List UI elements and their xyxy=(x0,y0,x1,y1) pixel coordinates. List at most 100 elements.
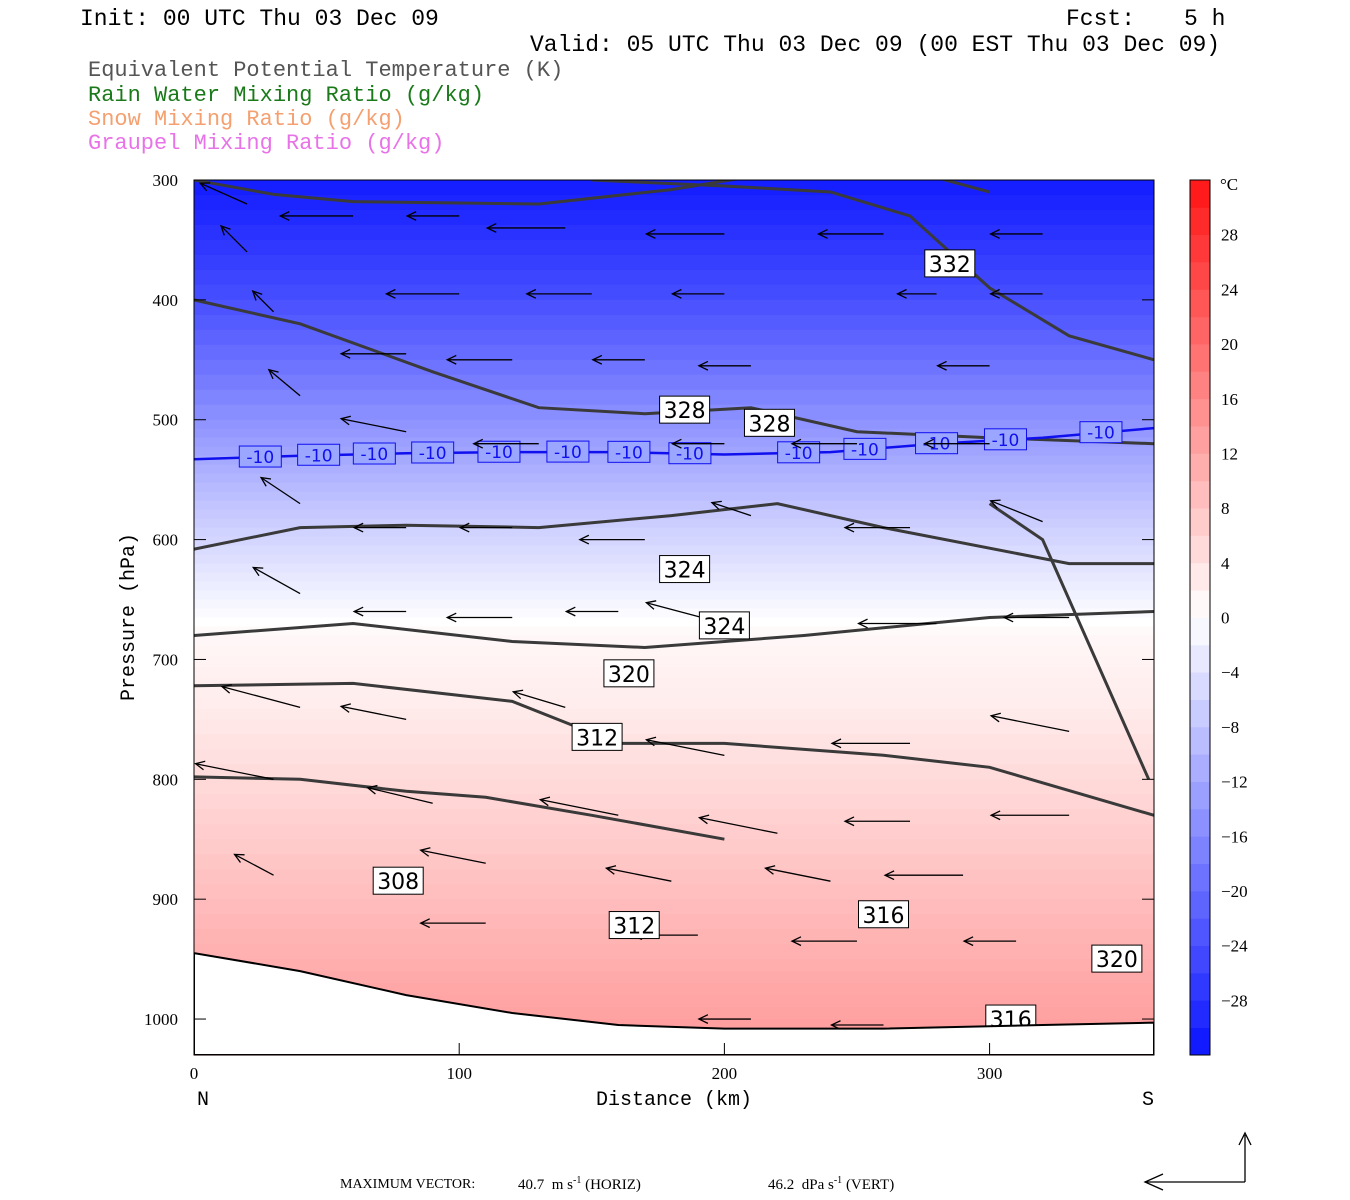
colorbar-band xyxy=(1190,426,1210,454)
colorbar-band xyxy=(1190,590,1210,618)
wind-vector xyxy=(765,867,831,882)
wind-vector-head xyxy=(697,360,709,371)
theta-e-label: 320 xyxy=(1091,944,1143,973)
wind-vector-head xyxy=(989,229,1000,239)
isotherm-m10-label-box xyxy=(607,440,651,463)
isotherm-m10-label-text: -10 xyxy=(485,443,513,463)
colorbar-band xyxy=(1190,289,1210,318)
wind-vector-head xyxy=(604,865,617,875)
wind-vector xyxy=(234,853,274,876)
temp-band xyxy=(194,635,1154,647)
colorbar-tick-label: 12 xyxy=(1221,444,1238,463)
colorbar-band xyxy=(1190,972,1210,1001)
y-tick-label: 600 xyxy=(153,531,179,550)
isotherm-m10-label: -10 xyxy=(668,442,712,465)
theta-e-label-box xyxy=(372,866,424,895)
colorbar-band xyxy=(1190,453,1210,482)
temp-band xyxy=(194,590,1154,601)
isotherm-m10-label-text: -10 xyxy=(305,446,333,466)
isotherm-m10-label-text: -10 xyxy=(923,435,951,455)
colorbar-unit: °C xyxy=(1220,175,1238,194)
temp-band xyxy=(194,536,1154,547)
y-tick-label: 400 xyxy=(153,291,179,310)
theta-e-label: 316 xyxy=(858,900,910,929)
colorbar-band xyxy=(1190,644,1210,673)
colorbar-tick-label: −28 xyxy=(1221,991,1248,1010)
wind-vector xyxy=(199,182,248,205)
wind-vector-head xyxy=(485,223,497,233)
colorbar-tick-label: −12 xyxy=(1221,773,1248,792)
isotherm-m10-label: -10 xyxy=(983,428,1027,451)
temp-band xyxy=(194,224,1154,241)
isotherm-m10-label-box xyxy=(546,440,590,463)
colorbar-band xyxy=(1190,863,1210,892)
temp-band xyxy=(194,269,1154,286)
wind-vector-head xyxy=(989,288,1000,299)
y-tick-label: 900 xyxy=(153,890,179,909)
temp-band xyxy=(194,239,1154,256)
x-tick-label: 0 xyxy=(190,1064,199,1083)
colorbar-band xyxy=(1190,890,1210,919)
wind-vector-head xyxy=(233,853,245,863)
isotherm-m10-label-text: -10 xyxy=(419,444,447,464)
wind-vector-head xyxy=(445,612,457,623)
theta-e-label-box xyxy=(858,900,910,929)
wind-vector-head xyxy=(710,500,722,511)
wind-vector-head xyxy=(384,288,396,299)
theta-e-label: 312 xyxy=(571,722,623,751)
temp-band xyxy=(194,656,1154,668)
colorbar-band xyxy=(1190,699,1210,728)
temp-band xyxy=(194,491,1154,502)
theta-e-contour xyxy=(988,502,1151,780)
wind-vector xyxy=(513,691,566,709)
wind-vector-head xyxy=(644,600,657,610)
wind-vector-head xyxy=(896,288,907,299)
isotherm-m10-label: -10 xyxy=(238,445,282,468)
wind-vector-head xyxy=(843,522,855,533)
isotherm-m10-label-text: -10 xyxy=(851,440,879,460)
theta-e-label-text: 332 xyxy=(929,253,971,278)
theta-e-label-box xyxy=(603,659,655,688)
wind-vector-head xyxy=(538,796,551,807)
colorbar-tick-label: −8 xyxy=(1221,718,1239,737)
theta-e-label-box xyxy=(659,395,711,424)
temp-band xyxy=(194,959,1154,972)
temp-band xyxy=(194,500,1154,511)
colorbar-tick-label: −24 xyxy=(1221,937,1248,956)
colorbar-band xyxy=(1190,617,1210,646)
isotherm-m10-label-box xyxy=(777,441,821,464)
temp-band xyxy=(194,254,1154,271)
x-tick-label: 100 xyxy=(446,1064,472,1083)
max-vector-vert: 46.2 dPa s-1 (VERT) xyxy=(768,1175,895,1193)
wind-vector-head xyxy=(251,566,264,577)
colorbar-band xyxy=(1190,562,1210,591)
isotherm-m10-label-text: -10 xyxy=(360,445,388,465)
temp-band xyxy=(194,687,1154,700)
right-end-label: S xyxy=(1142,1089,1154,1112)
terrain xyxy=(194,952,1154,1055)
wind-vector-head xyxy=(339,348,351,359)
temp-band xyxy=(194,359,1154,376)
colorbar-tick-label: 16 xyxy=(1221,390,1238,409)
isotherm-m10-label-box xyxy=(297,443,341,466)
colorbar-band xyxy=(1190,1027,1210,1056)
theta-e-contour xyxy=(194,502,1154,566)
isotherm-m10-label: -10 xyxy=(607,440,651,463)
temp-band xyxy=(194,374,1154,391)
theta-e-label-text: 312 xyxy=(576,726,618,751)
wind-vector xyxy=(699,817,778,834)
wind-vector-head xyxy=(962,936,974,947)
temp-band xyxy=(194,809,1154,825)
wind-vector-head xyxy=(830,738,842,749)
temp-band xyxy=(194,869,1154,885)
legend-theta-e: Equivalent Potential Temperature (K) xyxy=(88,58,564,83)
isotherm-m10-label: -10 xyxy=(777,441,821,464)
wind-vector xyxy=(606,867,672,882)
theta-e-label: 308 xyxy=(372,866,424,895)
wind-vector-head xyxy=(259,476,272,487)
wind-vector xyxy=(260,477,301,505)
colorbar-tick-label: 8 xyxy=(1221,499,1230,518)
x-tick-label: 300 xyxy=(977,1064,1003,1083)
temp-band xyxy=(194,209,1154,226)
